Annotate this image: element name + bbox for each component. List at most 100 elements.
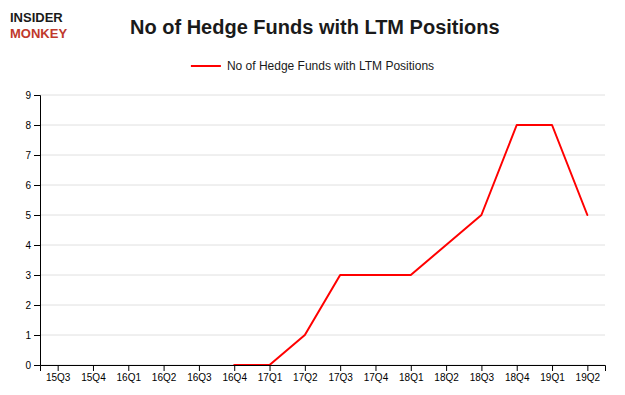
x-tick-label: 19Q1	[540, 372, 565, 383]
x-tick: 17Q3	[328, 365, 353, 383]
legend-item: No of Hedge Funds with LTM Positions	[191, 59, 434, 73]
y-tick-label: 1	[25, 330, 31, 341]
y-tick-mark	[34, 335, 40, 336]
y-tick-label: 6	[25, 180, 31, 191]
grid-line	[40, 335, 605, 336]
x-tick-label: 19Q2	[576, 372, 601, 383]
legend-swatch	[191, 65, 221, 67]
x-tick-mark	[446, 365, 447, 371]
x-axis: 15Q3 15Q4 16Q1 16Q2 16Q3 16Q4 17Q1 17Q2 17Q3 17Q4…	[41, 365, 606, 383]
y-tick: 2	[25, 300, 40, 311]
grid-line	[40, 155, 605, 156]
x-tick-mark	[340, 365, 341, 371]
x-tick-mark	[58, 365, 59, 371]
x-tick-label: 18Q3	[470, 372, 495, 383]
x-tick-mark	[552, 365, 553, 371]
x-tick: 18Q4	[505, 365, 530, 383]
y-tick-label: 5	[25, 210, 31, 221]
x-tick-mark	[375, 365, 376, 371]
y-tick-mark	[34, 185, 40, 186]
y-tick: 4	[25, 240, 40, 251]
y-tick: 9	[25, 90, 40, 101]
x-tick: 16Q3	[187, 365, 212, 383]
x-tick-label: 16Q1	[117, 372, 142, 383]
x-tick: 18Q3	[470, 365, 495, 383]
annotation: INSIDER	[10, 10, 63, 25]
x-tick: 15Q3	[46, 365, 71, 383]
grid-line	[40, 215, 605, 216]
y-tick: 1	[25, 330, 40, 341]
y-tick-mark	[34, 215, 40, 216]
y-tick: 0	[25, 360, 40, 371]
x-tick-mark	[517, 365, 518, 371]
x-tick-mark	[481, 365, 482, 371]
annotation: MONKEY	[10, 26, 67, 41]
x-tick-mark	[234, 365, 235, 371]
y-tick-label: 7	[25, 150, 31, 161]
x-tick: 18Q2	[434, 365, 459, 383]
y-tick: 8	[25, 120, 40, 131]
y-tick-mark	[34, 365, 40, 366]
x-tick-mark	[270, 365, 271, 371]
x-tick: 15Q4	[81, 365, 106, 383]
x-tick: 17Q2	[293, 365, 318, 383]
y-tick: 3	[25, 270, 40, 281]
x-tick-label: 16Q2	[152, 372, 177, 383]
x-tick-label: 17Q4	[364, 372, 389, 383]
y-tick-mark	[34, 275, 40, 276]
y-tick: 7	[25, 150, 40, 161]
x-tick: 17Q1	[258, 365, 283, 383]
x-tick-mark	[164, 365, 165, 371]
x-tick: 16Q4	[222, 365, 247, 383]
y-tick-mark	[34, 155, 40, 156]
legend: No of Hedge Funds with LTM Positions	[191, 59, 434, 73]
x-tick: 16Q2	[152, 365, 177, 383]
x-tick-mark	[128, 365, 129, 371]
x-tick-label: 18Q1	[399, 372, 424, 383]
x-tick: 18Q1	[399, 365, 424, 383]
x-tick-label: 15Q4	[81, 372, 106, 383]
plot: 15Q3 15Q4 16Q1 16Q2 16Q3 16Q4 17Q1 17Q2 17Q3 17Q4…	[25, 90, 605, 383]
line	[234, 125, 587, 365]
x-tick-label: 15Q3	[46, 372, 71, 383]
y-tick-label: 2	[25, 300, 31, 311]
grid	[40, 95, 605, 365]
x-tick-label: 17Q2	[293, 372, 318, 383]
y-axis: 0 1 2 3 4 5 6 7 8 9	[25, 90, 40, 371]
x-tick-label: 16Q4	[222, 372, 247, 383]
y-tick-mark	[34, 125, 40, 126]
grid-line	[40, 245, 605, 246]
x-tick: 19Q1	[540, 365, 565, 383]
chart: INSIDERMONKEY No of Hedge Funds with LTM …	[0, 0, 625, 395]
x-tick-label: 17Q3	[328, 372, 353, 383]
x-tick: 16Q1	[117, 365, 142, 383]
y-tick-label: 9	[25, 90, 31, 101]
x-tick-label: 17Q1	[258, 372, 283, 383]
x-tick-mark	[587, 365, 588, 371]
x-tick-label: 18Q4	[505, 372, 530, 383]
y-axis-line	[34, 96, 41, 366]
grid-line	[40, 185, 605, 186]
y-tick-label: 3	[25, 270, 31, 281]
x-tick-mark	[93, 365, 94, 371]
marks	[234, 125, 587, 365]
y-tick-mark	[34, 95, 40, 96]
y-tick-mark	[34, 245, 40, 246]
y-tick-label: 0	[25, 360, 31, 371]
legend-label: No of Hedge Funds with LTM Positions	[227, 59, 434, 73]
x-axis-line	[41, 366, 606, 372]
y-tick: 6	[25, 180, 40, 191]
y-tick-label: 4	[25, 240, 31, 251]
y-tick-mark	[34, 305, 40, 306]
x-tick-mark	[305, 365, 306, 371]
y-tick-label: 8	[25, 120, 31, 131]
x-tick-mark	[199, 365, 200, 371]
x-tick-label: 16Q3	[187, 372, 212, 383]
grid-line	[40, 95, 605, 96]
grid-line	[40, 275, 605, 276]
x-tick: 19Q2	[576, 365, 601, 383]
x-tick-mark	[411, 365, 412, 371]
y-tick: 5	[25, 210, 40, 221]
title: No of Hedge Funds with LTM Positions	[130, 16, 500, 38]
x-tick-label: 18Q2	[434, 372, 459, 383]
